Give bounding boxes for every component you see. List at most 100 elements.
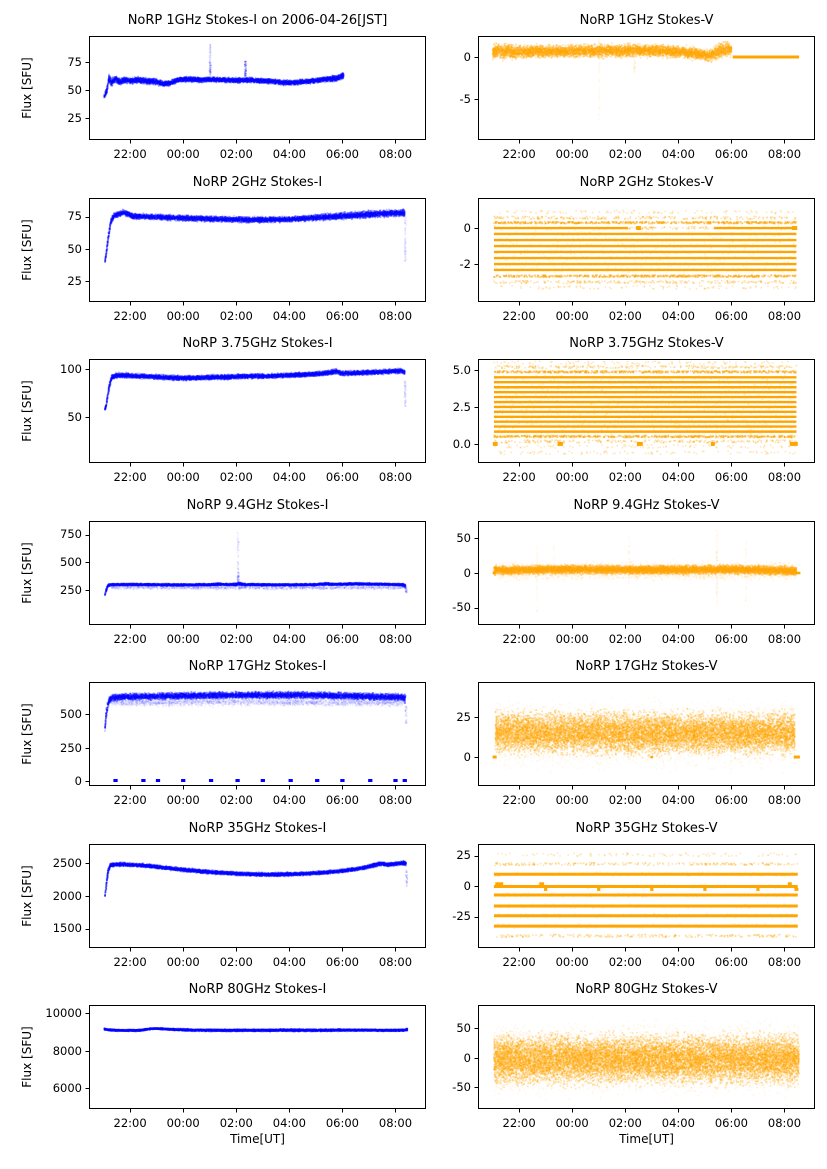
x-tick-label: 08:00: [767, 793, 802, 807]
x-tick-label: 06:00: [714, 793, 748, 807]
x-tick-label: 22:00: [502, 954, 536, 969]
x-tick-label: 06:00: [325, 470, 359, 484]
x-tick-label: 08:00: [767, 147, 802, 161]
y-tick-label: 0: [74, 774, 82, 789]
y-tick-label: 5.0: [452, 362, 471, 377]
subplot-title: NoRP 3.75GHz Stokes-V: [569, 336, 724, 351]
x-tick-label: 00:00: [555, 631, 589, 646]
subplot-9-4ghz-stokes-i: NoRP 9.4GHz Stokes-I Flux [SFU] 22:00 00:…: [20, 498, 426, 662]
y-tick-label: 25: [456, 710, 471, 725]
subplot-35ghz-stokes-v: NoRP 35GHz Stokes-V 22:00 00:00 02:00 04:00…: [452, 821, 815, 985]
subplot-title: NoRP 1GHz Stokes-V: [579, 13, 714, 28]
y-tick-label: 10000: [45, 1006, 82, 1020]
x-tick-label: 00:00: [555, 470, 589, 484]
subplot-3-75ghz-stokes-v: NoRP 3.75GHz Stokes-V 22:00 00:00 02:00 04:…: [453, 336, 815, 500]
x-tick-label: 00:00: [166, 631, 200, 646]
x-tick-label: 08:00: [378, 954, 413, 969]
x-tick-label: 00:00: [166, 954, 200, 969]
x-tick-label: 06:00: [714, 954, 748, 969]
y-tick-label: 0: [463, 220, 471, 235]
x-tick-label: 04:00: [272, 631, 306, 646]
x-tick-label: 04:00: [661, 631, 695, 646]
x-axis-label: Time[UT]: [619, 1132, 674, 1146]
plot-area: [473, 520, 815, 630]
y-tick-label: 1500: [52, 921, 82, 936]
x-tick-label: 08:00: [767, 470, 802, 484]
subplot-title: NoRP 35GHz Stokes-I: [188, 820, 327, 836]
x-tick-label: 06:00: [714, 470, 748, 484]
subplot-80ghz-stokes-i: NoRP 80GHz Stokes-I Flux [SFU] Time[UT] …: [20, 982, 426, 1146]
y-tick-label: 25: [456, 848, 471, 863]
x-tick-label: 04:00: [272, 954, 306, 969]
x-tick-label: 00:00: [555, 793, 589, 807]
x-tick-label: 00:00: [555, 308, 589, 323]
subplot-3-75ghz-stokes-i: NoRP 3.75GHz Stokes-I Flux [SFU] 22:00 00…: [20, 336, 426, 500]
x-tick-label: 06:00: [325, 147, 359, 161]
y-tick-label: 25: [67, 110, 82, 125]
x-tick-label: 06:00: [325, 793, 359, 807]
y-tick-label: 500: [60, 707, 82, 722]
x-tick-label: 22:00: [502, 147, 536, 161]
y-tick-label: 250: [60, 740, 82, 755]
x-tick-label: 22:00: [113, 954, 147, 969]
x-tick-label: 04:00: [661, 308, 695, 323]
subplot-17ghz-stokes-i: NoRP 17GHz Stokes-I Flux [SFU] 22:00 00:0…: [20, 659, 426, 823]
plot-area: [84, 197, 426, 307]
y-tick-label: 0.0: [452, 436, 471, 451]
y-tick-label: -50: [452, 1080, 471, 1095]
x-tick-label: 08:00: [767, 308, 802, 323]
x-tick-label: 22:00: [113, 631, 147, 646]
x-tick-label: 02:00: [608, 470, 642, 484]
y-tick-label: 50: [456, 530, 471, 545]
y-tick-label: 50: [67, 241, 82, 256]
x-tick-label: 02:00: [219, 308, 253, 323]
x-tick-label: 02:00: [219, 470, 253, 484]
x-tick-label: 08:00: [378, 308, 413, 323]
x-tick-label: 22:00: [502, 793, 536, 807]
x-tick-label: 04:00: [272, 147, 306, 161]
plot-area: [84, 843, 426, 953]
y-tick-label: 0: [463, 750, 471, 765]
y-tick-label: 0: [463, 878, 471, 893]
x-tick-label: 00:00: [555, 147, 589, 161]
x-tick-label: 00:00: [166, 1116, 200, 1130]
x-tick-label: 08:00: [378, 147, 413, 161]
subplot-1ghz-stokes-v: NoRP 1GHz Stokes-V 22:00 00:00 02:00 04:00 0…: [460, 13, 815, 177]
subplot-title: NoRP 9.4GHz Stokes-V: [573, 497, 720, 513]
x-tick-label: 22:00: [502, 470, 536, 484]
y-tick-label: 0: [463, 565, 471, 580]
x-tick-label: 22:00: [113, 147, 147, 161]
x-tick-label: 06:00: [714, 147, 748, 161]
plot-area: [473, 359, 815, 468]
x-tick-label: 02:00: [219, 147, 253, 161]
x-tick-label: 04:00: [661, 470, 695, 484]
x-tick-label: 04:00: [272, 308, 306, 323]
x-tick-label: 08:00: [378, 470, 413, 484]
x-tick-label: 06:00: [325, 631, 359, 646]
x-tick-label: 04:00: [272, 793, 306, 807]
y-tick-label: 75: [67, 54, 82, 69]
x-tick-label: 08:00: [767, 954, 802, 969]
plot-area: [84, 520, 426, 630]
y-tick-label: 2.5: [452, 399, 471, 414]
x-tick-label: 06:00: [714, 631, 748, 646]
y-tick-label: 500: [60, 554, 82, 569]
x-tick-label: 08:00: [378, 1116, 413, 1130]
plot-area: [473, 843, 815, 953]
plot-area: [84, 36, 426, 145]
x-tick-label: 04:00: [661, 954, 695, 969]
x-tick-label: 02:00: [219, 793, 253, 807]
plot-area: [473, 1005, 815, 1114]
subplot-2ghz-stokes-v: NoRP 2GHz Stokes-V 22:00 00:00 02:00 04:00 0…: [460, 175, 815, 339]
y-tick-label: 25: [67, 273, 82, 288]
x-tick-label: 06:00: [714, 1116, 748, 1130]
x-tick-label: 02:00: [608, 631, 642, 646]
x-tick-label: 02:00: [608, 147, 642, 161]
subplot-title: NoRP 1GHz Stokes-I on 2006-04-26[JST]: [127, 13, 388, 28]
x-tick-label: 02:00: [608, 308, 642, 323]
plot-area: [84, 1005, 426, 1114]
x-tick-label: 22:00: [113, 308, 147, 323]
x-tick-label: 22:00: [502, 308, 536, 323]
x-tick-label: 06:00: [325, 1116, 359, 1130]
y-tick-label: -2: [459, 256, 471, 271]
